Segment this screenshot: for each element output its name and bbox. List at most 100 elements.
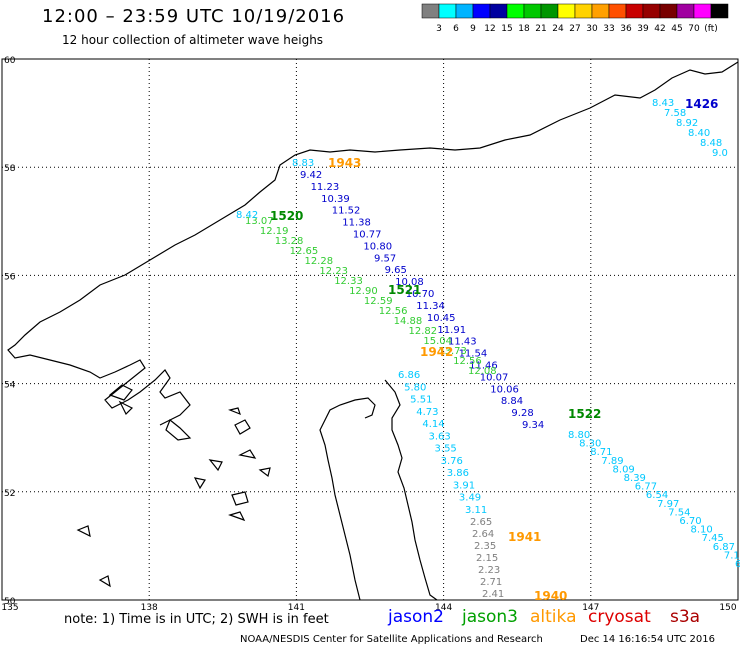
swh-value-label: 10.06 <box>490 384 519 395</box>
swh-value-label: 12.90 <box>349 286 378 297</box>
swh-value-label: 8.39 <box>624 473 646 484</box>
swh-value-label: 3.86 <box>447 468 469 479</box>
swh-value-label: 3.11 <box>465 505 487 516</box>
x-tick-label: 135 <box>1 603 18 613</box>
swh-value-label: 9.0 <box>712 148 728 159</box>
swh-value-label: 2.41 <box>482 589 504 600</box>
swh-value-label: 7.15 <box>724 550 740 561</box>
pass-id-label: 1520 <box>270 209 303 223</box>
swh-value-label: 2.65 <box>470 517 492 528</box>
colorbar-label: 24 <box>552 24 564 34</box>
swh-value-label: 3.55 <box>435 444 457 455</box>
colorbar-label: 42 <box>654 24 665 34</box>
x-tick-label: 141 <box>288 603 305 613</box>
timestamp-text: Dec 14 16:16:54 UTC 2016 <box>580 634 715 645</box>
swh-value-label: 12.28 <box>304 256 333 267</box>
swh-value-label: 2.23 <box>478 565 500 576</box>
swh-value-label: 7.97 <box>657 499 679 510</box>
swh-value-label: 10.39 <box>321 194 350 205</box>
swh-value-label: 2.15 <box>476 553 498 564</box>
footer-note: note: 1) Time is in UTC; 2) SWH is in fe… <box>64 612 329 627</box>
colorbar-label: 27 <box>569 24 580 34</box>
swh-value-label: 6.86 <box>398 370 420 381</box>
swh-value-label: 8.43 <box>652 98 674 109</box>
swh-value-label: 10.45 <box>427 313 456 324</box>
swh-value-label: 5.51 <box>410 395 432 406</box>
pass-id-label: 1426 <box>685 97 718 111</box>
colorbar-label: 45 <box>671 24 682 34</box>
swh-value-label: 11.23 <box>311 182 340 193</box>
colorbar-label: 39 <box>637 24 649 34</box>
colorbar-label: 70 <box>688 24 700 34</box>
swh-value-label: 8.42 <box>236 210 258 221</box>
legend-jason2: jason2 <box>388 607 444 627</box>
colorbar-label: 30 <box>586 24 598 34</box>
swh-value-label: 3.91 <box>453 480 475 491</box>
swh-value-label: 13.07 <box>245 216 274 227</box>
swh-value-label: 10.07 <box>480 372 509 383</box>
swh-value-label: 12.56 <box>453 356 482 367</box>
colorbar-label: 18 <box>518 24 530 34</box>
swh-value-label: 9.57 <box>374 253 396 264</box>
swh-value-label: 4.73 <box>416 407 438 418</box>
y-tick-label: 56 <box>4 272 16 282</box>
swh-value-label: 7.58 <box>664 108 686 119</box>
swh-value-label: 6.77 <box>635 482 657 493</box>
swh-value-label: 9.65 <box>385 265 407 276</box>
pass-id-label: 1943 <box>328 156 361 170</box>
swh-value-label: 8.09 <box>613 464 635 475</box>
color-scale-bar: 3 6 9 12 15 18 21 24 27 30 33 36 39 42 45 70 (ft) <box>421 3 729 34</box>
colorbar-label: 3 <box>436 24 442 34</box>
swh-value-label: 12.23 <box>319 266 348 277</box>
pass-id-label: 1522 <box>568 407 601 421</box>
altimeter-tracks: 9.4211.2310.3911.5211.3810.7710.809.579.… <box>236 97 740 603</box>
swh-value-label: 11.54 <box>459 349 488 360</box>
swh-value-label: 8.71 <box>590 447 612 458</box>
swh-value-label: 12.65 <box>290 246 319 257</box>
swh-value-label: 11.34 <box>416 301 445 312</box>
legend-jason3: jason3 <box>462 607 518 627</box>
swh-value-label: 2.64 <box>472 529 494 540</box>
map-title: 12:00 – 23:59 UTC 10/19/2016 <box>42 6 346 27</box>
colorbar-label: 9 <box>470 24 476 34</box>
y-tick-label: 52 <box>4 489 15 499</box>
swh-value-label: 8.83 <box>292 158 314 169</box>
swh-value-label: 8.48 <box>700 138 722 149</box>
swh-value-label: 6.54 <box>646 490 668 501</box>
swh-value-label: 12.08 <box>468 366 497 377</box>
y-tick-label: 50 <box>4 597 16 607</box>
colorbar-label: 36 <box>620 24 632 34</box>
colorbar-label: 33 <box>603 24 614 34</box>
pass-id-label: 1942 <box>420 345 453 359</box>
y-tick-label: 54 <box>4 381 16 391</box>
swh-value-label: 10.77 <box>353 230 382 241</box>
swh-value-label: 5.80 <box>404 382 426 393</box>
swh-value-label: 8.92 <box>676 118 698 129</box>
swh-value-label: 12.59 <box>364 296 393 307</box>
swh-value-label: 6.49 <box>735 559 740 570</box>
swh-value-label: 14.88 <box>394 316 423 327</box>
swh-value-label: 7.54 <box>668 507 690 518</box>
swh-value-label: 8.84 <box>501 396 523 407</box>
swh-value-label: 9.28 <box>511 408 533 419</box>
swh-value-label: 8.40 <box>688 128 710 139</box>
swh-value-label: 12.33 <box>334 276 363 287</box>
x-tick-label: 144 <box>435 603 452 613</box>
x-tick-label: 150 <box>719 603 736 613</box>
swh-value-label: 7.45 <box>702 533 724 544</box>
swh-value-label: 3.76 <box>441 456 463 467</box>
x-tick-label: 138 <box>141 603 158 613</box>
swh-value-label: 13.28 <box>275 236 304 247</box>
swh-value-label: 11.46 <box>469 360 498 371</box>
swh-value-label: 12.19 <box>260 226 289 237</box>
legend-s3a: s3a <box>670 607 701 627</box>
y-tick-label: 60 <box>4 56 16 66</box>
credit-text: NOAA/NESDIS Center for Satellite Applica… <box>240 634 543 645</box>
colorbar-label: 21 <box>535 24 546 34</box>
map-subtitle: 12 hour collection of altimeter wave hei… <box>62 33 324 47</box>
swh-value-label: 13.73 <box>438 346 467 357</box>
swh-value-label: 11.52 <box>332 206 361 217</box>
swh-value-label: 4.14 <box>422 419 444 430</box>
